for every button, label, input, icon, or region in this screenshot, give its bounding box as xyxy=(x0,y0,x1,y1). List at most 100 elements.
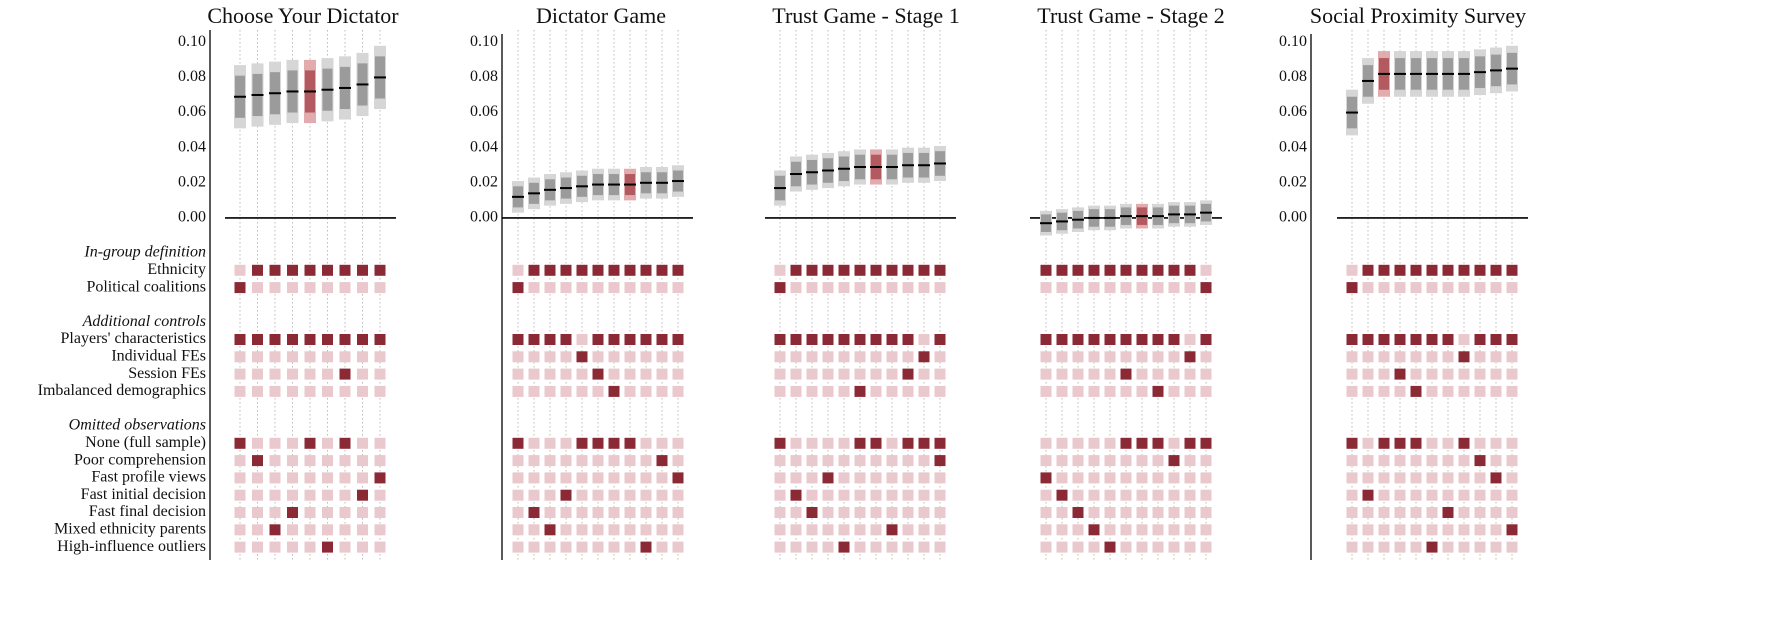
indicator xyxy=(576,455,588,467)
indicator xyxy=(1410,524,1422,536)
indicator xyxy=(1410,541,1422,553)
indicator xyxy=(1410,437,1422,449)
indicator xyxy=(1152,385,1164,397)
indicator xyxy=(608,489,620,501)
indicator xyxy=(886,351,898,363)
indicator xyxy=(1474,472,1486,484)
row-label: None (full sample) xyxy=(85,434,206,451)
indicator xyxy=(322,507,333,518)
indicator xyxy=(287,507,298,518)
indicator xyxy=(1506,334,1518,345)
indicator xyxy=(1104,472,1116,484)
indicator xyxy=(1362,385,1374,397)
indicator xyxy=(339,351,351,363)
indicator xyxy=(304,368,316,380)
indicator xyxy=(1184,489,1196,501)
indicator xyxy=(1088,524,1100,536)
y-tick-label: 0.10 xyxy=(470,33,498,50)
indicator xyxy=(576,437,588,449)
indicator xyxy=(512,455,524,467)
indicator xyxy=(790,368,802,380)
indicator xyxy=(1394,264,1406,276)
indicator xyxy=(1168,334,1180,345)
indicator xyxy=(822,368,834,380)
indicator xyxy=(287,351,298,363)
indicator xyxy=(1490,264,1502,276)
indicator xyxy=(269,524,281,536)
indicator xyxy=(790,282,802,294)
indicator xyxy=(624,507,636,518)
indicator xyxy=(934,282,946,294)
indicator xyxy=(1072,282,1084,294)
indicator xyxy=(1346,368,1358,380)
indicator xyxy=(1378,507,1390,518)
indicator xyxy=(287,489,298,501)
indicator xyxy=(870,489,882,501)
indicator xyxy=(1056,541,1068,553)
indicator xyxy=(252,351,263,363)
indicator xyxy=(806,264,818,276)
indicator xyxy=(1426,385,1438,397)
indicator xyxy=(822,455,834,467)
indicator xyxy=(918,541,930,553)
indicator xyxy=(822,385,834,397)
indicator xyxy=(1136,472,1148,484)
indicator xyxy=(1152,541,1164,553)
indicator xyxy=(608,264,620,276)
indicator xyxy=(1040,264,1052,276)
y-tick-label: 0.06 xyxy=(470,103,498,120)
indicator xyxy=(1040,455,1052,467)
indicator xyxy=(357,437,368,449)
indicator xyxy=(1136,455,1148,467)
indicator xyxy=(1152,282,1164,294)
indicator xyxy=(357,385,368,397)
indicator xyxy=(774,385,786,397)
indicator xyxy=(1120,385,1132,397)
indicator xyxy=(838,507,850,518)
indicator xyxy=(339,541,351,553)
indicator xyxy=(544,351,556,363)
indicator xyxy=(1104,489,1116,501)
indicator xyxy=(512,368,524,380)
indicator xyxy=(1056,455,1068,467)
indicator xyxy=(234,351,246,363)
indicator xyxy=(1378,437,1390,449)
indicator xyxy=(528,472,540,484)
indicator xyxy=(1104,264,1116,276)
indicator xyxy=(608,368,620,380)
indicator xyxy=(1458,264,1470,276)
indicator xyxy=(1410,368,1422,380)
indicator xyxy=(854,437,866,449)
indicator xyxy=(528,437,540,449)
indicator xyxy=(252,455,263,467)
indicator xyxy=(512,334,524,345)
indicator xyxy=(774,282,786,294)
indicator xyxy=(1426,524,1438,536)
indicator xyxy=(870,437,882,449)
indicator xyxy=(1458,455,1470,467)
indicator xyxy=(1474,437,1486,449)
indicator xyxy=(592,282,604,294)
indicator xyxy=(304,334,316,345)
indicator xyxy=(1346,489,1358,501)
indicator xyxy=(624,541,636,553)
indicator xyxy=(1506,368,1518,380)
indicator xyxy=(1056,507,1068,518)
indicator xyxy=(1088,455,1100,467)
indicator xyxy=(1088,507,1100,518)
indicator xyxy=(854,368,866,380)
indicator xyxy=(1104,507,1116,518)
indicator xyxy=(1152,455,1164,467)
indicator xyxy=(1378,368,1390,380)
indicator xyxy=(304,541,316,553)
indicator xyxy=(886,368,898,380)
indicator xyxy=(838,541,850,553)
indicator xyxy=(544,507,556,518)
indicator xyxy=(339,385,351,397)
indicator xyxy=(1442,368,1454,380)
indicator xyxy=(1056,334,1068,345)
indicator xyxy=(672,385,684,397)
indicator xyxy=(234,489,246,501)
indicator xyxy=(608,385,620,397)
indicator xyxy=(806,541,818,553)
